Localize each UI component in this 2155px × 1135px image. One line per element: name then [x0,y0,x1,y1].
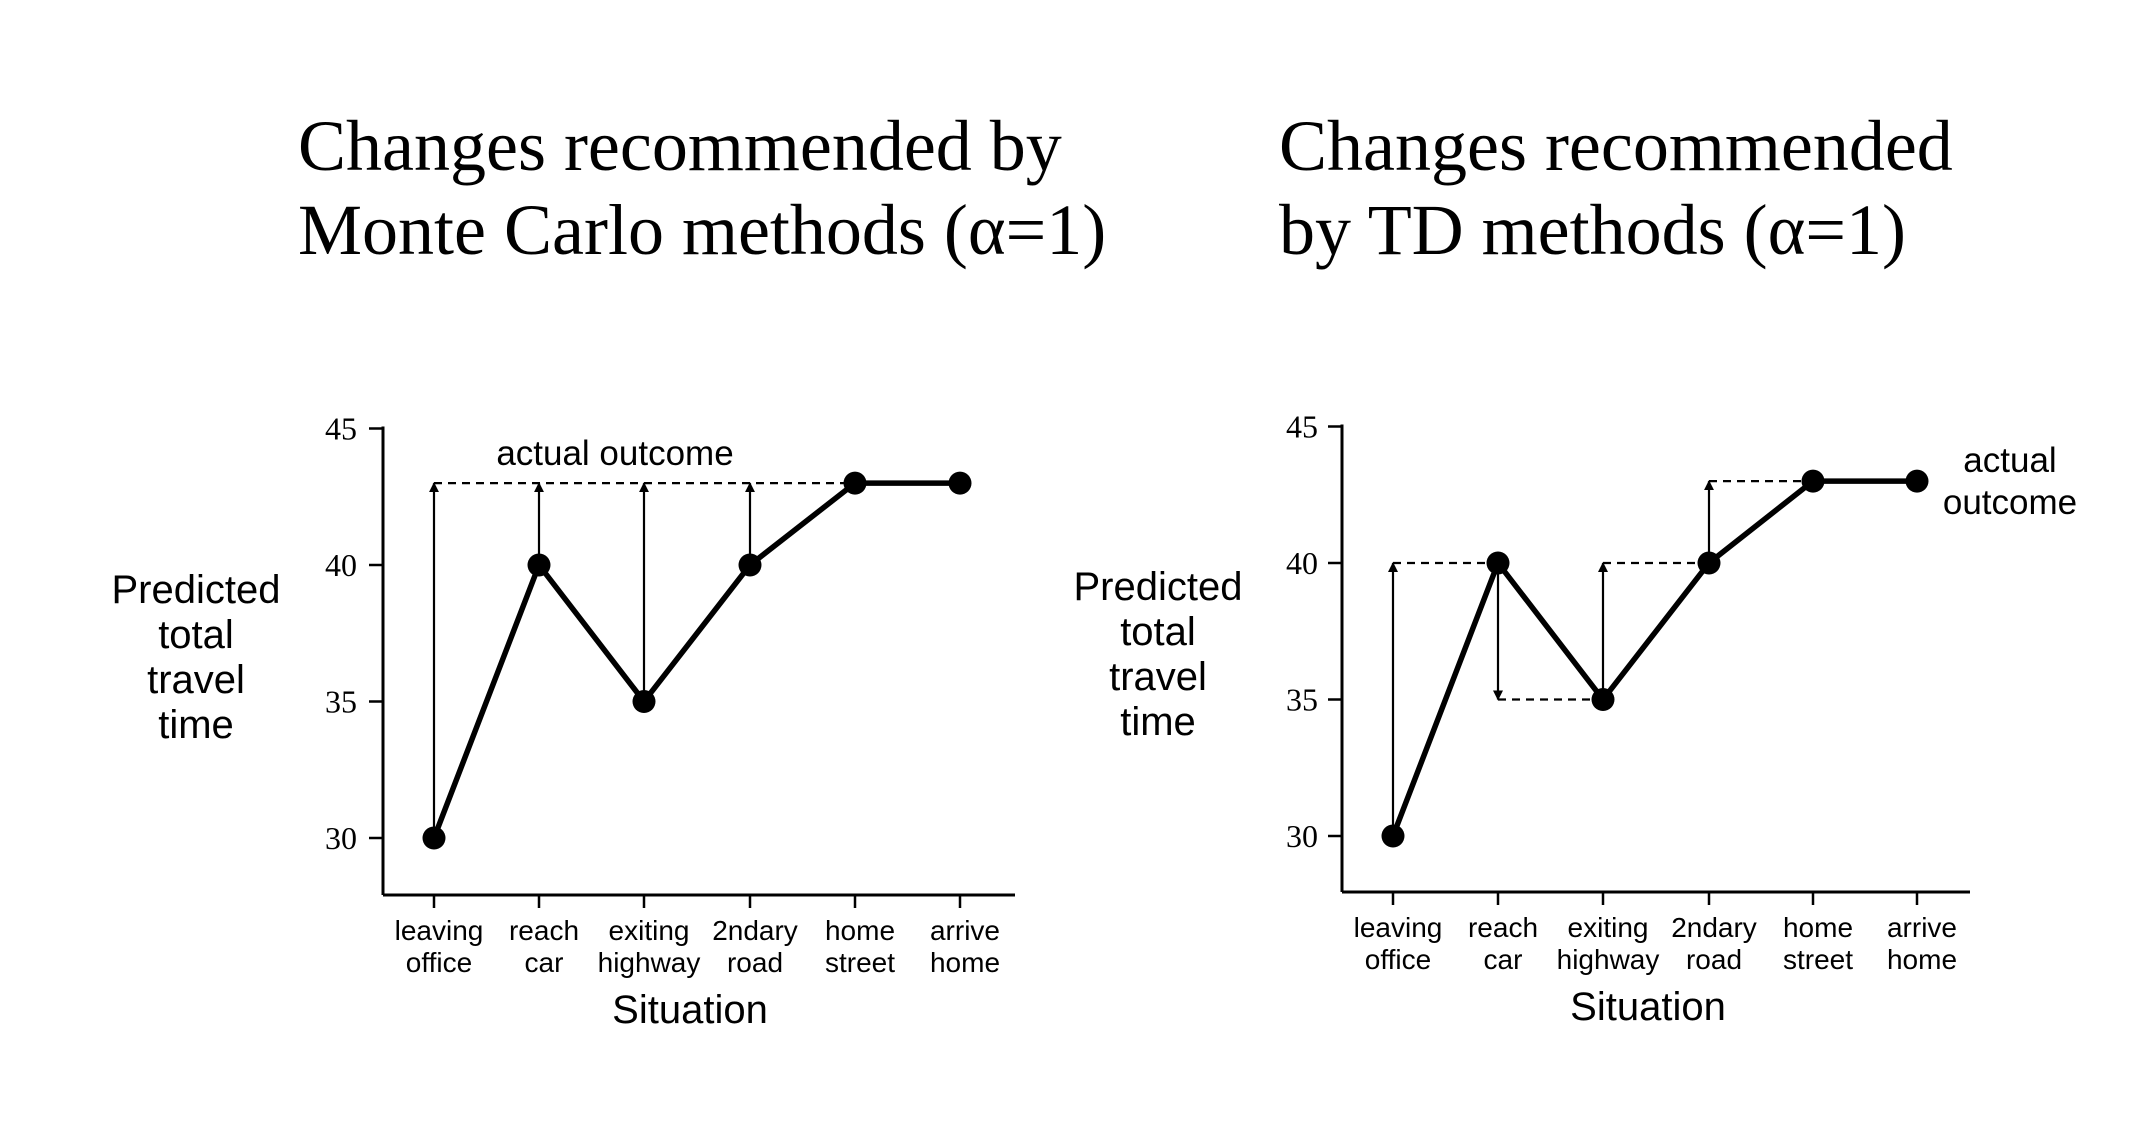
data-point [1905,469,1929,493]
text-line: car [1484,944,1523,975]
monte-carlo-chart: Changes recommended by Monte Carlo method… [112,106,1107,1032]
data-point [1486,551,1510,575]
text-line: Changes recommended by [298,106,1062,186]
chart-title: Changes recommended by TD methods (α=1) [1279,106,1953,270]
data-point [948,471,972,495]
data-point [738,553,762,577]
x-axis-label: Situation [1570,985,1726,1029]
text-line: road [1686,944,1742,975]
x-tick-label: home street [1783,912,1853,975]
data-point [422,826,446,850]
actual-outcome-annotation: actual outcome [1943,441,2077,522]
y-axis-label: Predicted total travel time [112,568,281,747]
x-tick-label: reach car [509,915,579,978]
text-line: time [158,703,234,747]
x-tick-label: leaving office [395,915,484,978]
text-line: 2ndary [1671,912,1757,943]
y-tick-label: 45 [325,411,357,447]
text-line: Predicted [112,568,281,612]
text-line: actual [1963,441,2056,480]
text-line: time [1120,700,1196,744]
x-tick-label: home street [825,915,895,978]
data-point [1381,824,1405,848]
text-line: highway [1557,944,1660,975]
text-line: by TD methods (α=1) [1279,190,1906,270]
text-line: office [406,947,472,978]
text-line: travel [147,658,245,702]
text-line: home [1783,912,1853,943]
text-line: reach [1468,912,1538,943]
text-line: street [1783,944,1853,975]
text-line: travel [1109,655,1207,699]
text-line: reach [509,915,579,946]
text-line: highway [598,947,701,978]
text-line: home [825,915,895,946]
text-line: outcome [1943,483,2077,522]
data-point [632,690,656,713]
y-tick-label: 40 [325,547,357,583]
text-line: 2ndary [712,915,798,946]
text-line: leaving [1354,912,1443,943]
x-tick-label: exiting highway [1557,912,1660,975]
data-point [1801,469,1825,493]
text-line: total [158,613,234,657]
chart-title: Changes recommended by Monte Carlo method… [298,106,1106,270]
text-line: actual outcome [496,434,733,473]
actual-outcome-annotation: actual outcome [496,434,733,473]
text-line: exiting [1568,912,1649,943]
data-point [1697,551,1721,575]
text-line: office [1365,944,1431,975]
x-tick-label: reach car [1468,912,1538,975]
x-tick-label: leaving office [1354,912,1443,975]
text-line: car [525,947,564,978]
text-line: total [1120,610,1196,654]
y-tick-label: 40 [1286,545,1318,581]
text-line: street [825,947,895,978]
prediction-line [431,480,960,839]
text-line: home [1887,944,1957,975]
x-tick-label: 2ndary road [712,915,798,978]
text-line: Monte Carlo methods (α=1) [298,190,1106,270]
y-tick-label: 30 [1286,818,1318,854]
data-point [527,553,551,577]
text-line: Predicted [1074,565,1243,609]
text-line: leaving [395,915,484,946]
y-tick-label: 45 [1286,409,1318,445]
data-point [1591,688,1615,711]
x-axis-label: Situation [612,988,768,1032]
y-axis-label: Predicted total travel time [1074,565,1243,744]
text-line: home [930,947,1000,978]
x-tick-label: exiting highway [598,915,701,978]
y-tick-label: 35 [1286,682,1318,718]
data-point [843,471,867,495]
text-line: arrive [930,915,1000,946]
td-chart: Changes recommended by TD methods (α=1) 30… [1074,106,2078,1029]
text-line: exiting [609,915,690,946]
text-line: road [727,947,783,978]
x-tick-label: arrive home [1887,912,1957,975]
x-tick-label: 2ndary road [1671,912,1757,975]
x-tick-label: arrive home [930,915,1000,978]
text-line: arrive [1887,912,1957,943]
y-tick-label: 35 [325,684,357,720]
text-line: Changes recommended [1279,106,1953,186]
y-tick-label: 30 [325,820,357,856]
prediction-line [1390,478,1917,837]
